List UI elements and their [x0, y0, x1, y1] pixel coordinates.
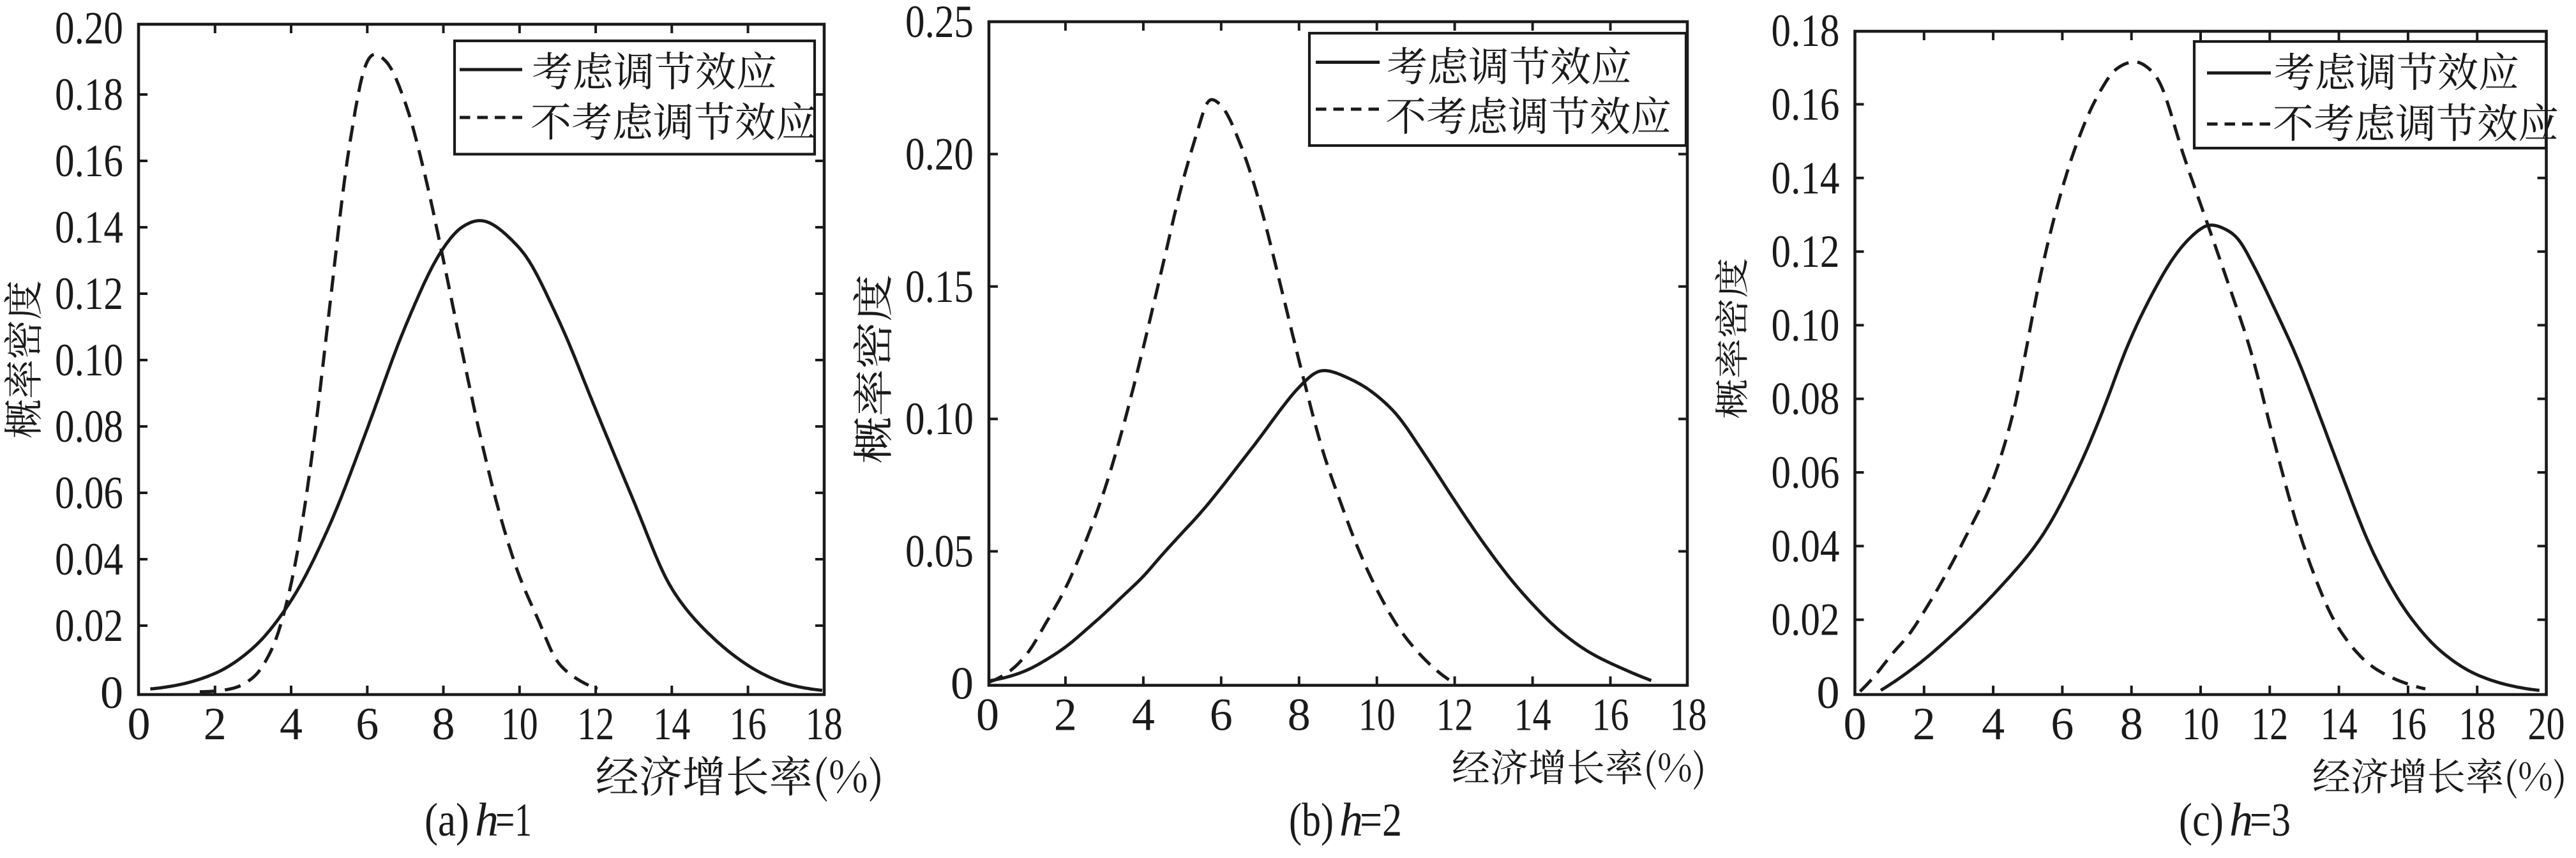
svg-text:0.15: 0.15 — [905, 261, 974, 312]
svg-text:(b): (b) — [1289, 794, 1334, 847]
svg-text:0: 0 — [976, 689, 999, 741]
svg-text:0.14: 0.14 — [1772, 153, 1840, 204]
svg-text:0.16: 0.16 — [1772, 79, 1840, 130]
svg-text:0.04: 0.04 — [1772, 520, 1840, 571]
svg-text:=2: =2 — [1360, 794, 1402, 847]
svg-text:16: 16 — [730, 698, 767, 749]
svg-text:0: 0 — [1844, 698, 1867, 749]
svg-text:(c): (c) — [2179, 794, 2224, 847]
svg-text:18: 18 — [1670, 689, 1707, 741]
svg-text:6: 6 — [1210, 689, 1233, 741]
svg-text:10: 10 — [1359, 689, 1396, 741]
svg-text:0.08: 0.08 — [1772, 373, 1840, 425]
svg-text:14: 14 — [653, 698, 690, 749]
svg-text:8: 8 — [1288, 689, 1311, 741]
svg-text:0.20: 0.20 — [905, 128, 974, 179]
svg-text:0.18: 0.18 — [55, 69, 123, 120]
svg-text:=1: =1 — [495, 794, 532, 847]
svg-text:0.02: 0.02 — [1772, 594, 1840, 645]
svg-text:0.05: 0.05 — [905, 526, 974, 577]
svg-text:0.02: 0.02 — [55, 600, 123, 651]
svg-text:0.10: 0.10 — [1772, 299, 1840, 350]
svg-text:(a): (a) — [425, 794, 469, 847]
svg-text:0.06: 0.06 — [55, 467, 123, 518]
svg-text:10: 10 — [501, 698, 538, 749]
svg-text:12: 12 — [577, 698, 614, 749]
svg-text:18: 18 — [2459, 698, 2496, 749]
svg-text:18: 18 — [806, 698, 843, 749]
svg-text:2: 2 — [1054, 689, 1077, 741]
svg-text:0.18: 0.18 — [1772, 5, 1840, 56]
svg-text:12: 12 — [2251, 698, 2288, 749]
svg-text:0.16: 0.16 — [55, 135, 123, 186]
svg-text:14: 14 — [1514, 689, 1551, 741]
svg-text:h: h — [2229, 794, 2253, 847]
svg-text:0.04: 0.04 — [55, 534, 123, 585]
svg-text:0.10: 0.10 — [55, 335, 123, 386]
svg-text:0: 0 — [951, 658, 974, 709]
svg-text:h: h — [1339, 794, 1363, 847]
svg-text:14: 14 — [2321, 698, 2358, 749]
svg-text:10: 10 — [2182, 698, 2219, 749]
svg-text:8: 8 — [2120, 698, 2143, 749]
svg-text:2: 2 — [1913, 698, 1936, 749]
svg-text:0: 0 — [128, 698, 151, 749]
svg-text:0: 0 — [100, 667, 123, 718]
svg-text:8: 8 — [432, 698, 455, 749]
svg-text:h: h — [475, 794, 499, 847]
svg-text:0.12: 0.12 — [55, 268, 123, 319]
svg-text:=3: =3 — [2250, 794, 2291, 847]
svg-text:16: 16 — [1592, 689, 1629, 741]
svg-text:4: 4 — [280, 698, 303, 749]
svg-text:0.10: 0.10 — [905, 393, 974, 444]
svg-text:4: 4 — [1982, 698, 2005, 749]
svg-text:20: 20 — [2528, 698, 2565, 749]
svg-text:0.25: 0.25 — [905, 0, 974, 47]
svg-text:0.14: 0.14 — [55, 202, 123, 253]
svg-text:6: 6 — [2051, 698, 2074, 749]
svg-text:0.20: 0.20 — [55, 3, 123, 54]
svg-text:6: 6 — [356, 698, 379, 749]
svg-text:16: 16 — [2390, 698, 2427, 749]
svg-text:0: 0 — [1817, 667, 1840, 718]
svg-text:12: 12 — [1436, 689, 1473, 741]
svg-text:4: 4 — [1132, 689, 1155, 741]
svg-text:2: 2 — [204, 698, 227, 749]
svg-text:0.12: 0.12 — [1772, 226, 1840, 277]
svg-text:0.08: 0.08 — [55, 401, 123, 452]
svg-text:0.06: 0.06 — [1772, 447, 1840, 498]
